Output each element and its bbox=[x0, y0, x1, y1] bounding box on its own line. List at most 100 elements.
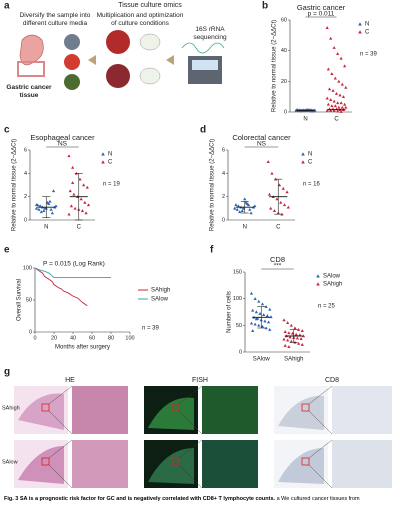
y-tick-label: 0 bbox=[222, 217, 225, 223]
data-point bbox=[257, 323, 261, 327]
data-point bbox=[270, 171, 274, 175]
stomach bbox=[19, 34, 44, 66]
data-point bbox=[248, 207, 252, 211]
legend-label: N bbox=[365, 22, 369, 28]
y-tick-label: 100 bbox=[23, 265, 32, 271]
data-point bbox=[332, 99, 336, 103]
x-tick-label: N bbox=[303, 117, 307, 123]
arrow bbox=[166, 55, 174, 65]
cd8-zoom bbox=[332, 386, 392, 434]
legend-label: C bbox=[365, 30, 370, 36]
column-label: CD8 bbox=[325, 377, 339, 384]
data-point bbox=[78, 177, 82, 181]
x-tick-label: 20 bbox=[51, 335, 57, 341]
data-point bbox=[327, 87, 332, 91]
data-point bbox=[34, 203, 39, 207]
data-point bbox=[67, 154, 71, 158]
x-tick-label: C bbox=[334, 117, 339, 123]
y-tick-label: 20 bbox=[281, 79, 287, 85]
data-point bbox=[262, 313, 266, 316]
data-point bbox=[300, 329, 304, 332]
chart-title: Colorectal cancer bbox=[232, 133, 291, 142]
panel-label: f bbox=[210, 245, 214, 256]
data-point bbox=[343, 64, 347, 68]
annotation: p = 0.011 bbox=[308, 11, 335, 18]
data-point bbox=[294, 332, 298, 336]
annotation: P = 0.015 (Log Rank) bbox=[43, 261, 105, 268]
data-point bbox=[268, 328, 272, 331]
x-tick-label: 40 bbox=[70, 335, 76, 341]
annotation: NS bbox=[58, 141, 68, 148]
chart-title: Gastric cancer bbox=[297, 3, 346, 12]
data-point bbox=[265, 314, 269, 318]
y-tick-label: 100 bbox=[233, 296, 242, 302]
data-point bbox=[334, 92, 339, 95]
y-tick-label: 0 bbox=[29, 329, 32, 335]
data-point bbox=[73, 206, 77, 210]
data-point bbox=[251, 329, 255, 332]
y-tick-label: 4 bbox=[222, 171, 225, 177]
x-tick-label: 0 bbox=[33, 335, 36, 341]
data-point bbox=[251, 308, 255, 312]
data-point bbox=[268, 307, 272, 311]
y-axis-label: Number of cells bbox=[227, 291, 233, 333]
legend-marker bbox=[316, 282, 320, 286]
data-point bbox=[47, 202, 51, 205]
data-point bbox=[330, 72, 334, 75]
data-point bbox=[338, 93, 342, 97]
panel-label: g bbox=[4, 367, 10, 378]
zoom-lines bbox=[48, 385, 333, 489]
y-axis-label: Relative to normal tissue (2−ΔΔCt) bbox=[272, 20, 278, 112]
panel-a-step: Diversify the sample into different cult… bbox=[19, 12, 91, 27]
y-tick-label: 0 bbox=[24, 217, 27, 223]
data-point bbox=[282, 203, 287, 207]
sequencer-screen bbox=[192, 60, 218, 70]
data-point bbox=[279, 200, 283, 204]
panel-label: c bbox=[4, 125, 10, 136]
caption-text: a We cultured cancer tissues from bbox=[276, 496, 360, 502]
data-point bbox=[254, 317, 258, 321]
legend-marker bbox=[101, 152, 105, 156]
dish bbox=[64, 74, 80, 90]
panel-a-heading: Tissue culture omics bbox=[118, 2, 182, 9]
data-point bbox=[325, 108, 329, 112]
y-axis-label: Relative to normal tissue (2−ΔΔCt) bbox=[12, 139, 18, 231]
data-point bbox=[240, 209, 244, 212]
annotation: *** bbox=[274, 263, 282, 270]
data-point bbox=[283, 344, 287, 347]
arrow bbox=[88, 55, 96, 65]
data-point bbox=[287, 345, 291, 348]
data-point bbox=[260, 302, 265, 306]
y-tick-label: 4 bbox=[24, 171, 27, 177]
data-point bbox=[326, 67, 330, 71]
annotation: NS bbox=[257, 141, 267, 148]
fish-zoom bbox=[202, 386, 258, 434]
data-point bbox=[286, 338, 290, 342]
legend-marker bbox=[316, 274, 320, 278]
data-point bbox=[266, 320, 271, 324]
data-point bbox=[34, 206, 39, 210]
data-point bbox=[286, 321, 290, 324]
legend-marker bbox=[301, 160, 305, 164]
y-tick-label: 50 bbox=[26, 297, 32, 303]
y-tick-label: 2 bbox=[222, 194, 225, 200]
cd8-tissue bbox=[278, 395, 324, 430]
data-point bbox=[301, 334, 306, 338]
he-zoom bbox=[72, 386, 128, 434]
panel-a-tissue: Gastric cancer tissue bbox=[6, 84, 52, 99]
data-point bbox=[289, 323, 293, 327]
data-point bbox=[339, 101, 343, 105]
data-point bbox=[243, 197, 247, 201]
data-point bbox=[234, 203, 238, 207]
legend-label: SAlow bbox=[323, 274, 341, 280]
data-point bbox=[295, 336, 300, 340]
panel-label: e bbox=[4, 245, 10, 256]
data-point bbox=[337, 105, 341, 109]
data-point bbox=[286, 205, 290, 209]
cd8-zoom bbox=[332, 440, 392, 488]
culture-plate bbox=[106, 64, 130, 88]
data-point bbox=[275, 197, 279, 201]
data-point bbox=[82, 183, 86, 187]
data-point bbox=[339, 56, 343, 60]
data-point bbox=[50, 211, 54, 215]
